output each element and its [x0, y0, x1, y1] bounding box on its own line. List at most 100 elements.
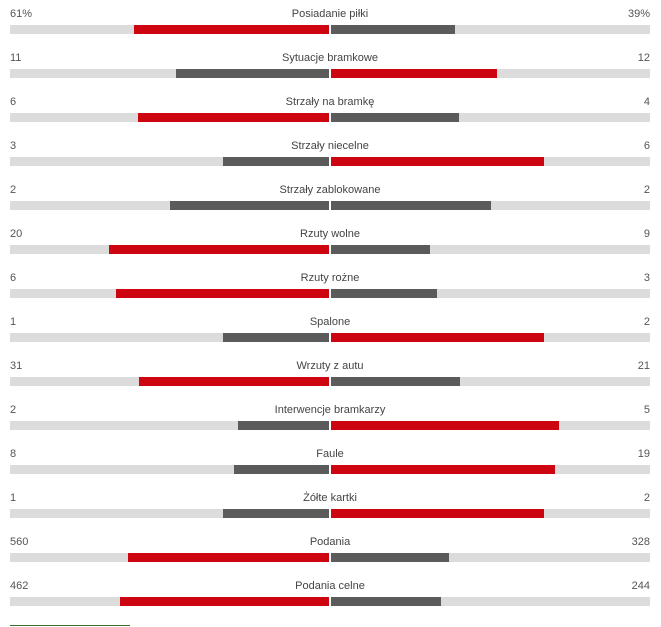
- home-value: 2: [10, 404, 17, 416]
- home-bar-fill: [109, 245, 329, 254]
- stat-name: Podania: [309, 536, 351, 548]
- stat-labels: 20 Rzuty wolne 9: [10, 227, 650, 241]
- away-value: 19: [637, 448, 650, 460]
- away-bar-track: [331, 157, 650, 166]
- home-bar-track: [10, 245, 329, 254]
- home-value: 20: [10, 228, 23, 240]
- away-value: 244: [631, 580, 650, 592]
- away-value: 39%: [627, 8, 650, 20]
- away-value: 21: [637, 360, 650, 372]
- stat-labels: 6 Strzały na bramkę 4: [10, 95, 650, 109]
- away-value: 6: [643, 140, 650, 152]
- home-bar-fill: [120, 597, 329, 606]
- home-bar-fill: [127, 553, 329, 562]
- home-value: 31: [10, 360, 23, 372]
- stat-row: 6 Rzuty rożne 3: [10, 264, 650, 308]
- stat-labels: 31 Wrzuty z autu 21: [10, 359, 650, 373]
- home-value: 3: [10, 140, 17, 152]
- away-bar-fill: [331, 201, 491, 210]
- stat-name: Spalone: [309, 316, 351, 328]
- stat-labels: 3 Strzały niecelne 6: [10, 139, 650, 153]
- home-bar-track: [10, 201, 329, 210]
- home-value: 11: [10, 52, 22, 64]
- stat-labels: 462 Podania celne 244: [10, 579, 650, 593]
- home-bar-fill: [237, 421, 329, 430]
- bottom-divider: [10, 625, 130, 626]
- away-value: 2: [643, 184, 650, 196]
- stat-name: Żółte kartki: [303, 492, 357, 504]
- stat-row: 11 Sytuacje bramkowe 12: [10, 44, 650, 88]
- home-value: 2: [10, 184, 17, 196]
- away-bar-track: [331, 509, 650, 518]
- stat-name: Podania celne: [295, 580, 365, 592]
- home-value: 8: [10, 448, 17, 460]
- stat-row: 8 Faule 19: [10, 440, 650, 484]
- away-bar-track: [331, 113, 650, 122]
- away-bar-fill: [331, 245, 430, 254]
- stat-labels: 1 Spalone 2: [10, 315, 650, 329]
- home-bar-fill: [116, 289, 329, 298]
- stat-name: Rzuty rożne: [300, 272, 360, 284]
- away-bar-fill: [331, 289, 438, 298]
- away-bar-track: [331, 25, 650, 34]
- away-bar-track: [331, 553, 650, 562]
- home-bar-track: [10, 377, 329, 386]
- away-value: 12: [637, 52, 650, 64]
- home-bar-fill: [222, 333, 329, 342]
- stat-name: Faule: [316, 448, 344, 460]
- stat-row: 560 Podania 328: [10, 528, 650, 572]
- away-bar-track: [331, 377, 650, 386]
- away-value: 328: [631, 536, 650, 548]
- away-bar-fill: [331, 509, 544, 518]
- away-bar-fill: [331, 69, 498, 78]
- stat-name: Strzały na bramkę: [285, 96, 375, 108]
- home-bar-fill: [137, 113, 329, 122]
- home-value: 560: [10, 536, 29, 548]
- home-value: 1: [10, 316, 17, 328]
- home-bar-fill: [138, 377, 329, 386]
- stat-row: 6 Strzały na bramkę 4: [10, 88, 650, 132]
- stat-name: Wrzuty z autu: [296, 360, 364, 372]
- stat-row: 31 Wrzuty z autu 21: [10, 352, 650, 396]
- stat-row: 1 Spalone 2: [10, 308, 650, 352]
- stat-row: 20 Rzuty wolne 9: [10, 220, 650, 264]
- home-value: 6: [10, 272, 17, 284]
- stat-row: 462 Podania celne 244: [10, 572, 650, 616]
- away-bar-fill: [331, 597, 442, 606]
- home-bar-fill: [234, 465, 329, 474]
- stat-name: Rzuty wolne: [300, 228, 360, 240]
- away-value: 3: [643, 272, 650, 284]
- away-bar-track: [331, 69, 650, 78]
- stat-row: 61% Posiadanie piłki 39%: [10, 0, 650, 44]
- stat-row: 3 Strzały niecelne 6: [10, 132, 650, 176]
- stat-name: Strzały niecelne: [291, 140, 369, 152]
- stat-labels: 61% Posiadanie piłki 39%: [10, 7, 650, 21]
- stat-labels: 2 Interwencje bramkarzy 5: [10, 403, 650, 417]
- home-bar-track: [10, 509, 329, 518]
- home-bar-fill: [134, 25, 329, 34]
- away-bar-track: [331, 421, 650, 430]
- stat-labels: 1 Żółte kartki 2: [10, 491, 650, 505]
- away-value: 5: [643, 404, 650, 416]
- stat-row: 2 Interwencje bramkarzy 5: [10, 396, 650, 440]
- home-value: 61%: [10, 8, 33, 20]
- home-value: 462: [10, 580, 29, 592]
- stat-name: Sytuacje bramkowe: [282, 52, 378, 64]
- stat-labels: 8 Faule 19: [10, 447, 650, 461]
- stat-name: Strzały zablokowane: [279, 184, 381, 196]
- away-value: 9: [643, 228, 650, 240]
- home-value: 6: [10, 96, 17, 108]
- home-bar-track: [10, 465, 329, 474]
- away-bar-track: [331, 245, 650, 254]
- home-value: 1: [10, 492, 17, 504]
- stat-row: 2 Strzały zablokowane 2: [10, 176, 650, 220]
- away-value: 4: [643, 96, 650, 108]
- home-bar-track: [10, 421, 329, 430]
- away-bar-fill: [331, 553, 449, 562]
- away-bar-fill: [331, 421, 559, 430]
- stat-row: 1 Żółte kartki 2: [10, 484, 650, 528]
- match-statistics: 61% Posiadanie piłki 39% 11 Sytuacje bramkow…: [10, 0, 650, 616]
- away-value: 2: [643, 316, 650, 328]
- home-bar-fill: [222, 157, 329, 166]
- away-bar-fill: [331, 377, 460, 386]
